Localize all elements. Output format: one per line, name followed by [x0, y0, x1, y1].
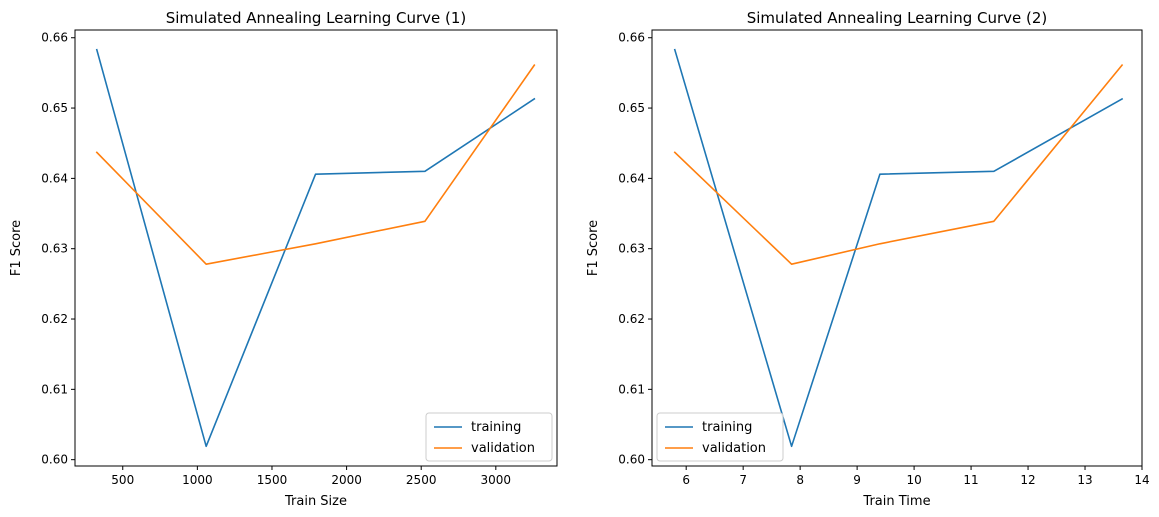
series-line-training	[673, 48, 1124, 448]
legend-label-training: training	[702, 420, 752, 435]
x-tick-label: 2500	[406, 473, 437, 487]
chart-panel-2: Simulated Annealing Learning Curve (2) 6 7…	[586, 9, 1150, 509]
x-axis-label: Train Size	[284, 494, 347, 509]
x-tick-label: 14	[1134, 473, 1149, 487]
x-tick-label: 7	[739, 473, 747, 487]
y-axis-label: F1 Score	[586, 220, 601, 276]
x-tick-label: 13	[1077, 473, 1092, 487]
y-tick-label: 0.63	[41, 242, 68, 256]
x-tick-label: 6	[682, 473, 690, 487]
y-tick-label: 0.66	[41, 31, 68, 45]
x-tick-label: 8	[796, 473, 804, 487]
y-tick-label: 0.65	[618, 101, 645, 115]
y-axis-label: F1 Score	[9, 220, 24, 276]
x-tick-label: 3000	[481, 473, 512, 487]
series-line-training	[95, 48, 536, 448]
y-tick-label: 0.65	[41, 101, 68, 115]
legend-box	[656, 412, 784, 462]
x-axis-label: Train Time	[862, 494, 930, 509]
chart-panel-1: Simulated Annealing Learning Curve (1) 50…	[9, 9, 558, 509]
legend: training validation	[656, 412, 784, 462]
x-tick-label: 11	[963, 473, 978, 487]
chart-title: Simulated Annealing Learning Curve (1)	[166, 9, 467, 27]
series-line-validation	[673, 64, 1124, 265]
series-group	[673, 48, 1124, 448]
series-line-validation	[95, 64, 536, 265]
x-tick-label: 10	[906, 473, 921, 487]
y-tick-label: 0.64	[41, 171, 68, 185]
y-tick-label: 0.62	[618, 312, 645, 326]
y-tick-label: 0.66	[618, 31, 645, 45]
x-tick-label: 500	[111, 473, 134, 487]
legend-box	[425, 412, 553, 462]
y-tick-label: 0.61	[618, 382, 645, 396]
legend-label-validation: validation	[471, 441, 535, 456]
axes-frame	[74, 29, 558, 467]
y-tick-label: 0.64	[618, 171, 645, 185]
x-tick-label: 1500	[257, 473, 288, 487]
chart-title: Simulated Annealing Learning Curve (2)	[747, 9, 1048, 27]
legend-label-training: training	[471, 420, 521, 435]
x-tick-label: 12	[1020, 473, 1035, 487]
y-tick-label: 0.62	[41, 312, 68, 326]
y-tick-label: 0.60	[618, 453, 645, 467]
y-tick-label: 0.60	[41, 453, 68, 467]
series-group	[95, 48, 536, 448]
y-tick-label: 0.63	[618, 242, 645, 256]
x-tick-label: 2000	[331, 473, 362, 487]
x-tick-label: 1000	[182, 473, 213, 487]
y-tick-label: 0.61	[41, 382, 68, 396]
legend: training validation	[425, 412, 553, 462]
x-tick-label: 9	[853, 473, 861, 487]
legend-label-validation: validation	[702, 441, 766, 456]
axes-frame	[651, 29, 1143, 467]
